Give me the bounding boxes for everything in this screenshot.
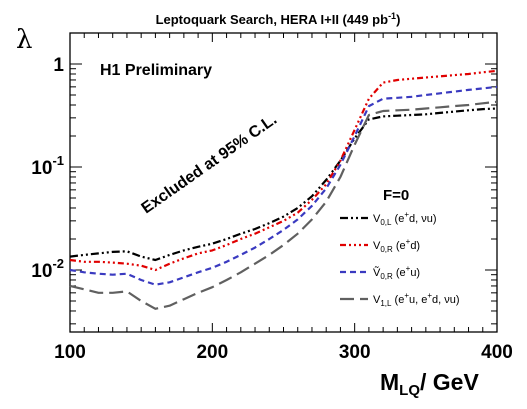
series-line-2: [69, 85, 498, 286]
series-line-0: [69, 107, 498, 262]
legend-label: Ṽ0,R (e+u): [373, 264, 420, 281]
y-tick-label: 1: [53, 55, 64, 76]
legend: V0,L (e+d, νu) V0,R (e+d) Ṽ0,R (e+u) V1,L (…: [340, 210, 460, 308]
x-tick-label: 300: [339, 342, 371, 363]
series-line-3: [69, 100, 498, 310]
chart-title: Leptoquark Search, HERA I+II (449 pb-1): [156, 11, 401, 27]
series-layer: [69, 69, 498, 310]
y-axis-label: λ: [16, 25, 32, 55]
y-tick-label: 10-1: [31, 153, 64, 179]
series-line-1: [69, 69, 498, 272]
x-tick-label: 100: [54, 342, 86, 363]
axis-ticks: 100 200 300 400 10-2 10-1 1: [31, 32, 513, 363]
legend-label: V1,L (e+u, e+d, νu): [373, 291, 460, 308]
x-tick-label: 200: [196, 342, 228, 363]
legend-title: F=0: [383, 187, 409, 204]
x-axis-label: MLQ/ GeV: [380, 369, 479, 399]
x-tick-label: 400: [481, 342, 513, 363]
legend-label: V0,R (e+d): [373, 237, 420, 254]
excluded-label: Excluded at 95% C.L.: [139, 111, 281, 217]
experiment-label: H1 Preliminary: [100, 62, 212, 79]
y-tick-label: 10-2: [31, 256, 64, 282]
legend-label: V0,L (e+d, νu): [373, 210, 437, 227]
